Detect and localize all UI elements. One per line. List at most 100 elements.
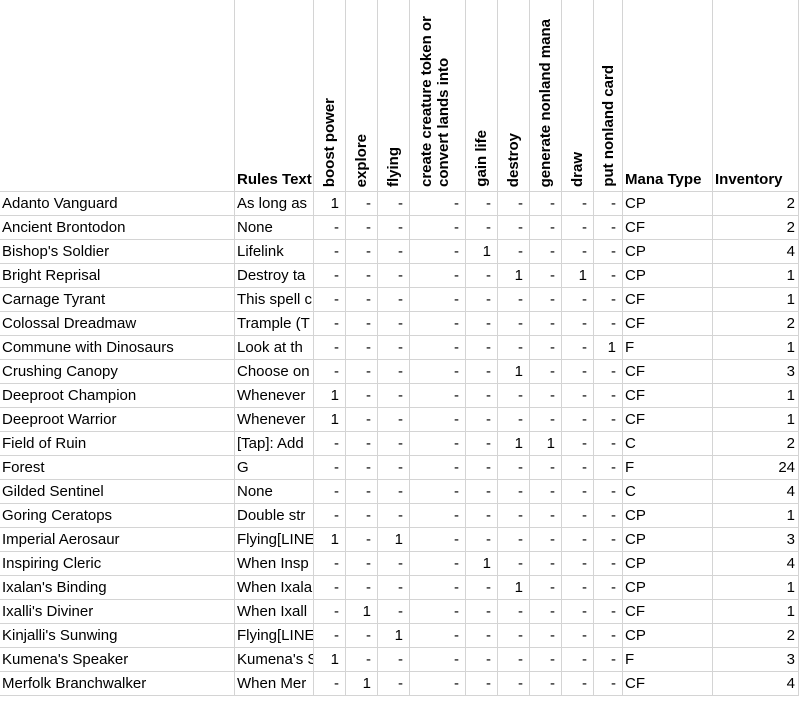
destroy-cell[interactable]: - <box>498 336 530 360</box>
generate-nonland-mana-cell[interactable]: - <box>530 648 562 672</box>
flying-cell[interactable]: - <box>378 384 410 408</box>
inventory-cell[interactable]: 1 <box>713 576 799 600</box>
header-generate-nonland-mana-cell[interactable]: generate nonland mana <box>530 0 562 192</box>
put-nonland-card-cell[interactable]: - <box>594 480 623 504</box>
explore-cell[interactable]: - <box>346 192 378 216</box>
draw-cell[interactable]: - <box>562 336 594 360</box>
inventory-cell[interactable]: 1 <box>713 264 799 288</box>
draw-cell[interactable]: - <box>562 600 594 624</box>
put-nonland-card-cell[interactable]: - <box>594 192 623 216</box>
rules-text-cell[interactable]: Look at th <box>235 336 314 360</box>
put-nonland-card-cell[interactable]: - <box>594 384 623 408</box>
destroy-cell[interactable]: - <box>498 600 530 624</box>
draw-cell[interactable]: - <box>562 216 594 240</box>
draw-cell[interactable]: - <box>562 480 594 504</box>
rules-text-cell[interactable]: Whenever <box>235 384 314 408</box>
destroy-cell[interactable]: - <box>498 528 530 552</box>
rules-text-cell[interactable]: Kumena's S <box>235 648 314 672</box>
mana-type-cell[interactable]: CP <box>623 192 713 216</box>
mana-type-cell[interactable]: CF <box>623 360 713 384</box>
put-nonland-card-cell[interactable]: - <box>594 624 623 648</box>
card-name-cell[interactable]: Adanto Vanguard <box>0 192 235 216</box>
inventory-cell[interactable]: 24 <box>713 456 799 480</box>
gain-life-cell[interactable]: - <box>466 528 498 552</box>
generate-nonland-mana-cell[interactable]: - <box>530 456 562 480</box>
header-destroy-cell[interactable]: destroy <box>498 0 530 192</box>
inventory-cell[interactable]: 3 <box>713 360 799 384</box>
create-token-cell[interactable]: - <box>410 504 466 528</box>
inventory-cell[interactable]: 1 <box>713 504 799 528</box>
boost-power-cell[interactable]: 1 <box>314 408 346 432</box>
card-name-cell[interactable]: Merfolk Branchwalker <box>0 672 235 696</box>
explore-cell[interactable]: - <box>346 528 378 552</box>
card-name-cell[interactable]: Goring Ceratops <box>0 504 235 528</box>
header-flying-cell[interactable]: flying <box>378 0 410 192</box>
put-nonland-card-cell[interactable]: - <box>594 216 623 240</box>
draw-cell[interactable]: - <box>562 624 594 648</box>
inventory-cell[interactable]: 2 <box>713 624 799 648</box>
create-token-cell[interactable]: - <box>410 480 466 504</box>
create-token-cell[interactable]: - <box>410 552 466 576</box>
card-name-cell[interactable]: Ixalan's Binding <box>0 576 235 600</box>
card-name-cell[interactable]: Inspiring Cleric <box>0 552 235 576</box>
header-create-token-cell[interactable]: create creature token or convert lands i… <box>410 0 466 192</box>
boost-power-cell[interactable]: - <box>314 336 346 360</box>
inventory-cell[interactable]: 2 <box>713 312 799 336</box>
flying-cell[interactable]: - <box>378 480 410 504</box>
mana-type-cell[interactable]: CF <box>623 288 713 312</box>
inventory-cell[interactable]: 3 <box>713 648 799 672</box>
draw-cell[interactable]: - <box>562 432 594 456</box>
explore-cell[interactable]: - <box>346 456 378 480</box>
put-nonland-card-cell[interactable]: - <box>594 672 623 696</box>
create-token-cell[interactable]: - <box>410 360 466 384</box>
put-nonland-card-cell[interactable]: - <box>594 264 623 288</box>
explore-cell[interactable]: 1 <box>346 600 378 624</box>
create-token-cell[interactable]: - <box>410 624 466 648</box>
create-token-cell[interactable]: - <box>410 600 466 624</box>
boost-power-cell[interactable]: - <box>314 240 346 264</box>
destroy-cell[interactable]: 1 <box>498 264 530 288</box>
gain-life-cell[interactable]: - <box>466 480 498 504</box>
mana-type-cell[interactable]: CF <box>623 408 713 432</box>
header-rules-text-cell[interactable]: Rules Text <box>235 0 314 192</box>
header-gain-life-cell[interactable]: gain life <box>466 0 498 192</box>
gain-life-cell[interactable]: - <box>466 336 498 360</box>
put-nonland-card-cell[interactable]: - <box>594 408 623 432</box>
create-token-cell[interactable]: - <box>410 384 466 408</box>
boost-power-cell[interactable]: - <box>314 672 346 696</box>
rules-text-cell[interactable]: Flying[LINE <box>235 528 314 552</box>
inventory-cell[interactable]: 3 <box>713 528 799 552</box>
draw-cell[interactable]: - <box>562 552 594 576</box>
create-token-cell[interactable]: - <box>410 312 466 336</box>
rules-text-cell[interactable]: Destroy ta <box>235 264 314 288</box>
inventory-cell[interactable]: 2 <box>713 192 799 216</box>
boost-power-cell[interactable]: 1 <box>314 648 346 672</box>
draw-cell[interactable]: - <box>562 384 594 408</box>
gain-life-cell[interactable]: - <box>466 264 498 288</box>
gain-life-cell[interactable]: - <box>466 456 498 480</box>
put-nonland-card-cell[interactable]: - <box>594 432 623 456</box>
card-name-cell[interactable]: Bright Reprisal <box>0 264 235 288</box>
header-boost-power-cell[interactable]: boost power <box>314 0 346 192</box>
flying-cell[interactable]: - <box>378 672 410 696</box>
destroy-cell[interactable]: - <box>498 192 530 216</box>
gain-life-cell[interactable]: - <box>466 408 498 432</box>
boost-power-cell[interactable]: - <box>314 432 346 456</box>
card-name-cell[interactable]: Deeproot Warrior <box>0 408 235 432</box>
generate-nonland-mana-cell[interactable]: 1 <box>530 432 562 456</box>
explore-cell[interactable]: - <box>346 480 378 504</box>
generate-nonland-mana-cell[interactable]: - <box>530 672 562 696</box>
generate-nonland-mana-cell[interactable]: - <box>530 216 562 240</box>
put-nonland-card-cell[interactable]: - <box>594 576 623 600</box>
rules-text-cell[interactable]: As long as <box>235 192 314 216</box>
flying-cell[interactable]: - <box>378 648 410 672</box>
boost-power-cell[interactable]: 1 <box>314 192 346 216</box>
rules-text-cell[interactable]: Choose on <box>235 360 314 384</box>
explore-cell[interactable]: - <box>346 624 378 648</box>
flying-cell[interactable]: 1 <box>378 528 410 552</box>
put-nonland-card-cell[interactable]: - <box>594 648 623 672</box>
explore-cell[interactable]: - <box>346 312 378 336</box>
explore-cell[interactable]: - <box>346 576 378 600</box>
destroy-cell[interactable]: - <box>498 624 530 648</box>
header-mana-type-cell[interactable]: Mana Type <box>623 0 713 192</box>
